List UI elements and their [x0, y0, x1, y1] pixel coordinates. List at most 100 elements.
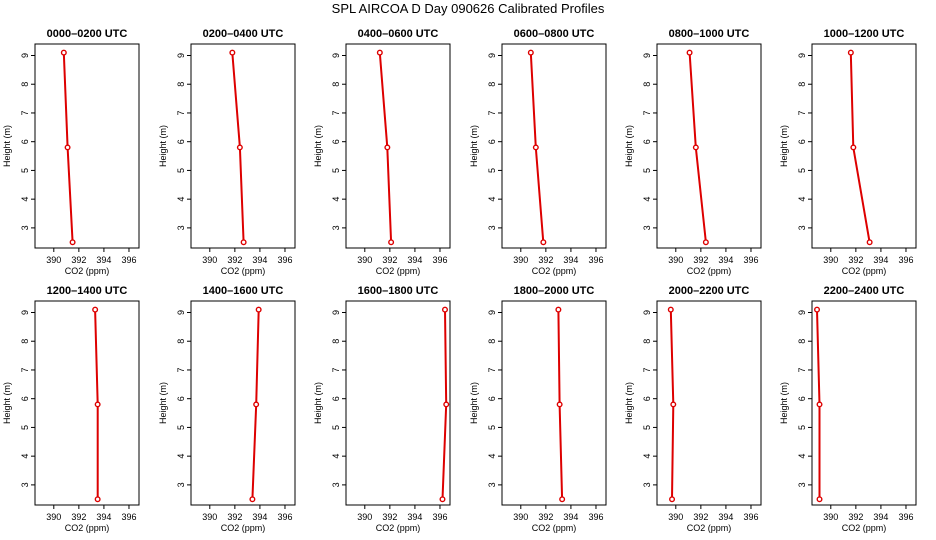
x-tick-label: 392 — [538, 255, 553, 265]
x-tick-label: 396 — [743, 255, 758, 265]
x-axis-label: CO2 (ppm) — [221, 523, 266, 533]
data-point — [527, 49, 534, 56]
figure-title: SPL AIRCOA D Day 090626 Calibrated Profi… — [331, 1, 605, 16]
y-tick-label: 6 — [642, 396, 652, 401]
y-tick-label: 3 — [331, 482, 341, 487]
y-tick-label: 5 — [797, 168, 807, 173]
data-point — [255, 306, 262, 313]
chart-panel: 1400–1600 UTC 390 392 394 396 3 4 5 6 7 8 9 CO2 (ppm… — [158, 285, 296, 533]
data-point — [64, 144, 71, 151]
x-tick-label: 396 — [898, 512, 913, 522]
y-tick-label: 8 — [20, 82, 30, 87]
y-tick-label: 9 — [331, 310, 341, 315]
panel-title: 1400–1600 UTC — [203, 285, 284, 297]
x-tick-label: 392 — [382, 512, 397, 522]
y-tick-label: 7 — [176, 110, 186, 115]
data-point — [441, 306, 448, 313]
x-axis-label: CO2 (ppm) — [376, 523, 421, 533]
data-point — [814, 306, 821, 313]
y-tick-label: 8 — [487, 82, 497, 87]
y-tick-label: 7 — [487, 110, 497, 115]
x-tick-label: 392 — [227, 512, 242, 522]
y-tick-label: 3 — [20, 225, 30, 230]
panel-title: 2200–2400 UTC — [824, 285, 905, 297]
y-tick-label: 6 — [487, 139, 497, 144]
data-point — [253, 401, 260, 408]
y-tick-label: 8 — [797, 339, 807, 344]
plot-frame — [190, 300, 296, 506]
plot-frame — [34, 43, 140, 249]
x-tick-label: 394 — [718, 512, 733, 522]
x-tick-label: 392 — [848, 512, 863, 522]
y-tick-label: 4 — [487, 197, 497, 202]
y-tick-label: 3 — [642, 225, 652, 230]
y-tick-label: 6 — [176, 139, 186, 144]
x-tick-label: 390 — [357, 255, 372, 265]
y-axis-label: Height (m) — [624, 125, 634, 167]
y-tick-label: 3 — [642, 482, 652, 487]
y-tick-label: 6 — [176, 396, 186, 401]
y-axis-label: Height (m) — [2, 382, 12, 424]
plot-frame — [345, 43, 451, 249]
y-tick-label: 8 — [176, 82, 186, 87]
y-tick-label: 5 — [176, 425, 186, 430]
plot-frame — [345, 300, 451, 506]
y-tick-label: 3 — [176, 482, 186, 487]
y-tick-label: 6 — [20, 139, 30, 144]
y-tick-label: 5 — [176, 168, 186, 173]
x-tick-label: 396 — [898, 255, 913, 265]
chart-panel: 2200–2400 UTC 390 392 394 396 3 4 5 6 7 8 9 CO2 (ppm… — [779, 285, 917, 533]
y-tick-label: 6 — [20, 396, 30, 401]
y-axis-label: Height (m) — [469, 125, 479, 167]
data-point — [702, 239, 709, 246]
x-tick-label: 394 — [873, 512, 888, 522]
y-tick-label: 4 — [331, 197, 341, 202]
chart-panel: 0200–0400 UTC 390 392 394 396 3 4 5 6 7 8 9 CO2 (ppm… — [158, 28, 296, 276]
y-axis-label: Height (m) — [624, 382, 634, 424]
x-tick-label: 392 — [538, 512, 553, 522]
y-tick-label: 3 — [797, 225, 807, 230]
chart-panel: 0800–1000 UTC 390 392 394 396 3 4 5 6 7 8 9 CO2 (ppm… — [624, 28, 762, 276]
y-tick-label: 4 — [176, 197, 186, 202]
plot-frame — [190, 43, 296, 249]
x-tick-label: 390 — [202, 512, 217, 522]
data-point — [556, 401, 563, 408]
y-tick-label: 3 — [487, 225, 497, 230]
y-tick-label: 8 — [331, 339, 341, 344]
x-axis-label: CO2 (ppm) — [687, 523, 732, 533]
x-tick-label: 392 — [693, 255, 708, 265]
x-axis-label: CO2 (ppm) — [842, 523, 887, 533]
y-axis-label: Height (m) — [779, 125, 789, 167]
y-tick-label: 5 — [331, 168, 341, 173]
x-tick-label: 396 — [588, 512, 603, 522]
data-point — [850, 144, 857, 151]
y-tick-label: 9 — [642, 53, 652, 58]
data-point — [236, 144, 243, 151]
y-tick-label: 4 — [20, 197, 30, 202]
x-tick-label: 396 — [277, 512, 292, 522]
x-tick-label: 394 — [96, 512, 111, 522]
x-tick-label: 396 — [743, 512, 758, 522]
y-tick-label: 9 — [176, 53, 186, 58]
y-tick-label: 8 — [797, 82, 807, 87]
y-tick-label: 7 — [797, 110, 807, 115]
y-tick-label: 7 — [642, 367, 652, 372]
x-axis-label: CO2 (ppm) — [221, 266, 266, 276]
x-tick-label: 396 — [121, 255, 136, 265]
data-point — [60, 49, 67, 56]
x-tick-label: 392 — [227, 255, 242, 265]
x-tick-label: 394 — [96, 255, 111, 265]
data-point — [94, 401, 101, 408]
data-point — [540, 239, 547, 246]
data-point — [686, 49, 693, 56]
x-tick-label: 396 — [588, 255, 603, 265]
chart-panel: 1000–1200 UTC 390 392 394 396 3 4 5 6 7 8 9 CO2 (ppm… — [779, 28, 917, 276]
x-tick-label: 396 — [277, 255, 292, 265]
x-tick-label: 392 — [71, 512, 86, 522]
y-tick-label: 8 — [176, 339, 186, 344]
y-tick-label: 9 — [20, 310, 30, 315]
x-axis-label: CO2 (ppm) — [842, 266, 887, 276]
y-tick-label: 9 — [331, 53, 341, 58]
y-tick-label: 7 — [642, 110, 652, 115]
